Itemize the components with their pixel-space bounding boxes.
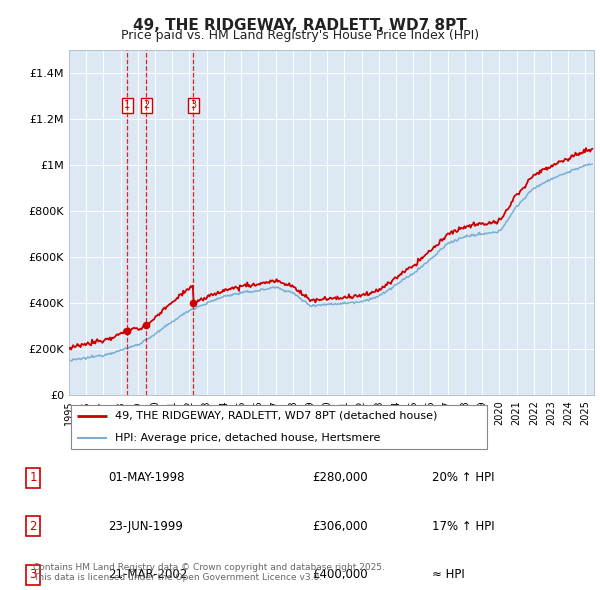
Text: HPI: Average price, detached house, Hertsmere: HPI: Average price, detached house, Hert…: [115, 433, 380, 443]
Text: 49, THE RIDGEWAY, RADLETT, WD7 8PT: 49, THE RIDGEWAY, RADLETT, WD7 8PT: [133, 18, 467, 32]
Text: 3: 3: [190, 100, 196, 110]
Text: £280,000: £280,000: [312, 471, 368, 484]
Text: 1: 1: [29, 471, 37, 484]
Text: Price paid vs. HM Land Registry's House Price Index (HPI): Price paid vs. HM Land Registry's House …: [121, 30, 479, 42]
Text: £400,000: £400,000: [312, 568, 368, 581]
Text: ≈ HPI: ≈ HPI: [432, 568, 465, 581]
Text: 17% ↑ HPI: 17% ↑ HPI: [432, 520, 494, 533]
Text: 2: 2: [143, 100, 149, 110]
Text: £306,000: £306,000: [312, 520, 368, 533]
FancyBboxPatch shape: [71, 405, 487, 449]
Text: 21-MAR-2002: 21-MAR-2002: [108, 568, 187, 581]
Text: 49, THE RIDGEWAY, RADLETT, WD7 8PT (detached house): 49, THE RIDGEWAY, RADLETT, WD7 8PT (deta…: [115, 411, 437, 421]
Text: 1: 1: [124, 100, 130, 110]
Text: 20% ↑ HPI: 20% ↑ HPI: [432, 471, 494, 484]
Text: 2: 2: [29, 520, 37, 533]
Text: Contains HM Land Registry data © Crown copyright and database right 2025.
This d: Contains HM Land Registry data © Crown c…: [33, 563, 385, 582]
Text: 01-MAY-1998: 01-MAY-1998: [108, 471, 185, 484]
Text: 23-JUN-1999: 23-JUN-1999: [108, 520, 183, 533]
Text: 3: 3: [29, 568, 37, 581]
